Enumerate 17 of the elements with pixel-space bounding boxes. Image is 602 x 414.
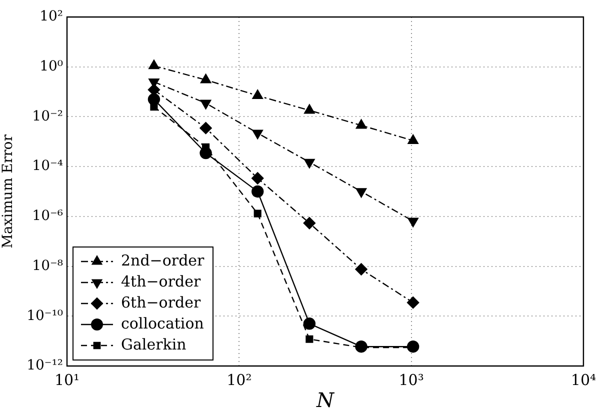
y-axis-title: Maximum Error xyxy=(0,134,16,248)
legend-label: collocation xyxy=(121,314,204,332)
x-tick-label: 10⁴ xyxy=(570,370,596,389)
legend-label: 6th−order xyxy=(121,293,202,312)
x-tick-label: 10³ xyxy=(398,370,424,389)
y-tick-label: 10⁰ xyxy=(40,58,64,74)
x-axis-title: N xyxy=(315,388,336,412)
y-tick-label: 10⁻⁸ xyxy=(32,258,64,274)
y-tick-label: 10⁻¹⁰ xyxy=(26,308,64,324)
y-tick-label: 10⁻² xyxy=(32,108,63,124)
y-tick-label: 10⁻⁴ xyxy=(32,158,64,174)
x-tick-label: 10² xyxy=(226,370,252,389)
legend-label: Galerkin xyxy=(121,335,187,354)
y-tick-label: 10⁻⁶ xyxy=(32,208,64,224)
y-tick-label: 10² xyxy=(40,8,63,25)
legend-label: 2nd−order xyxy=(121,251,206,270)
legend-label: 4th−order xyxy=(121,272,202,290)
